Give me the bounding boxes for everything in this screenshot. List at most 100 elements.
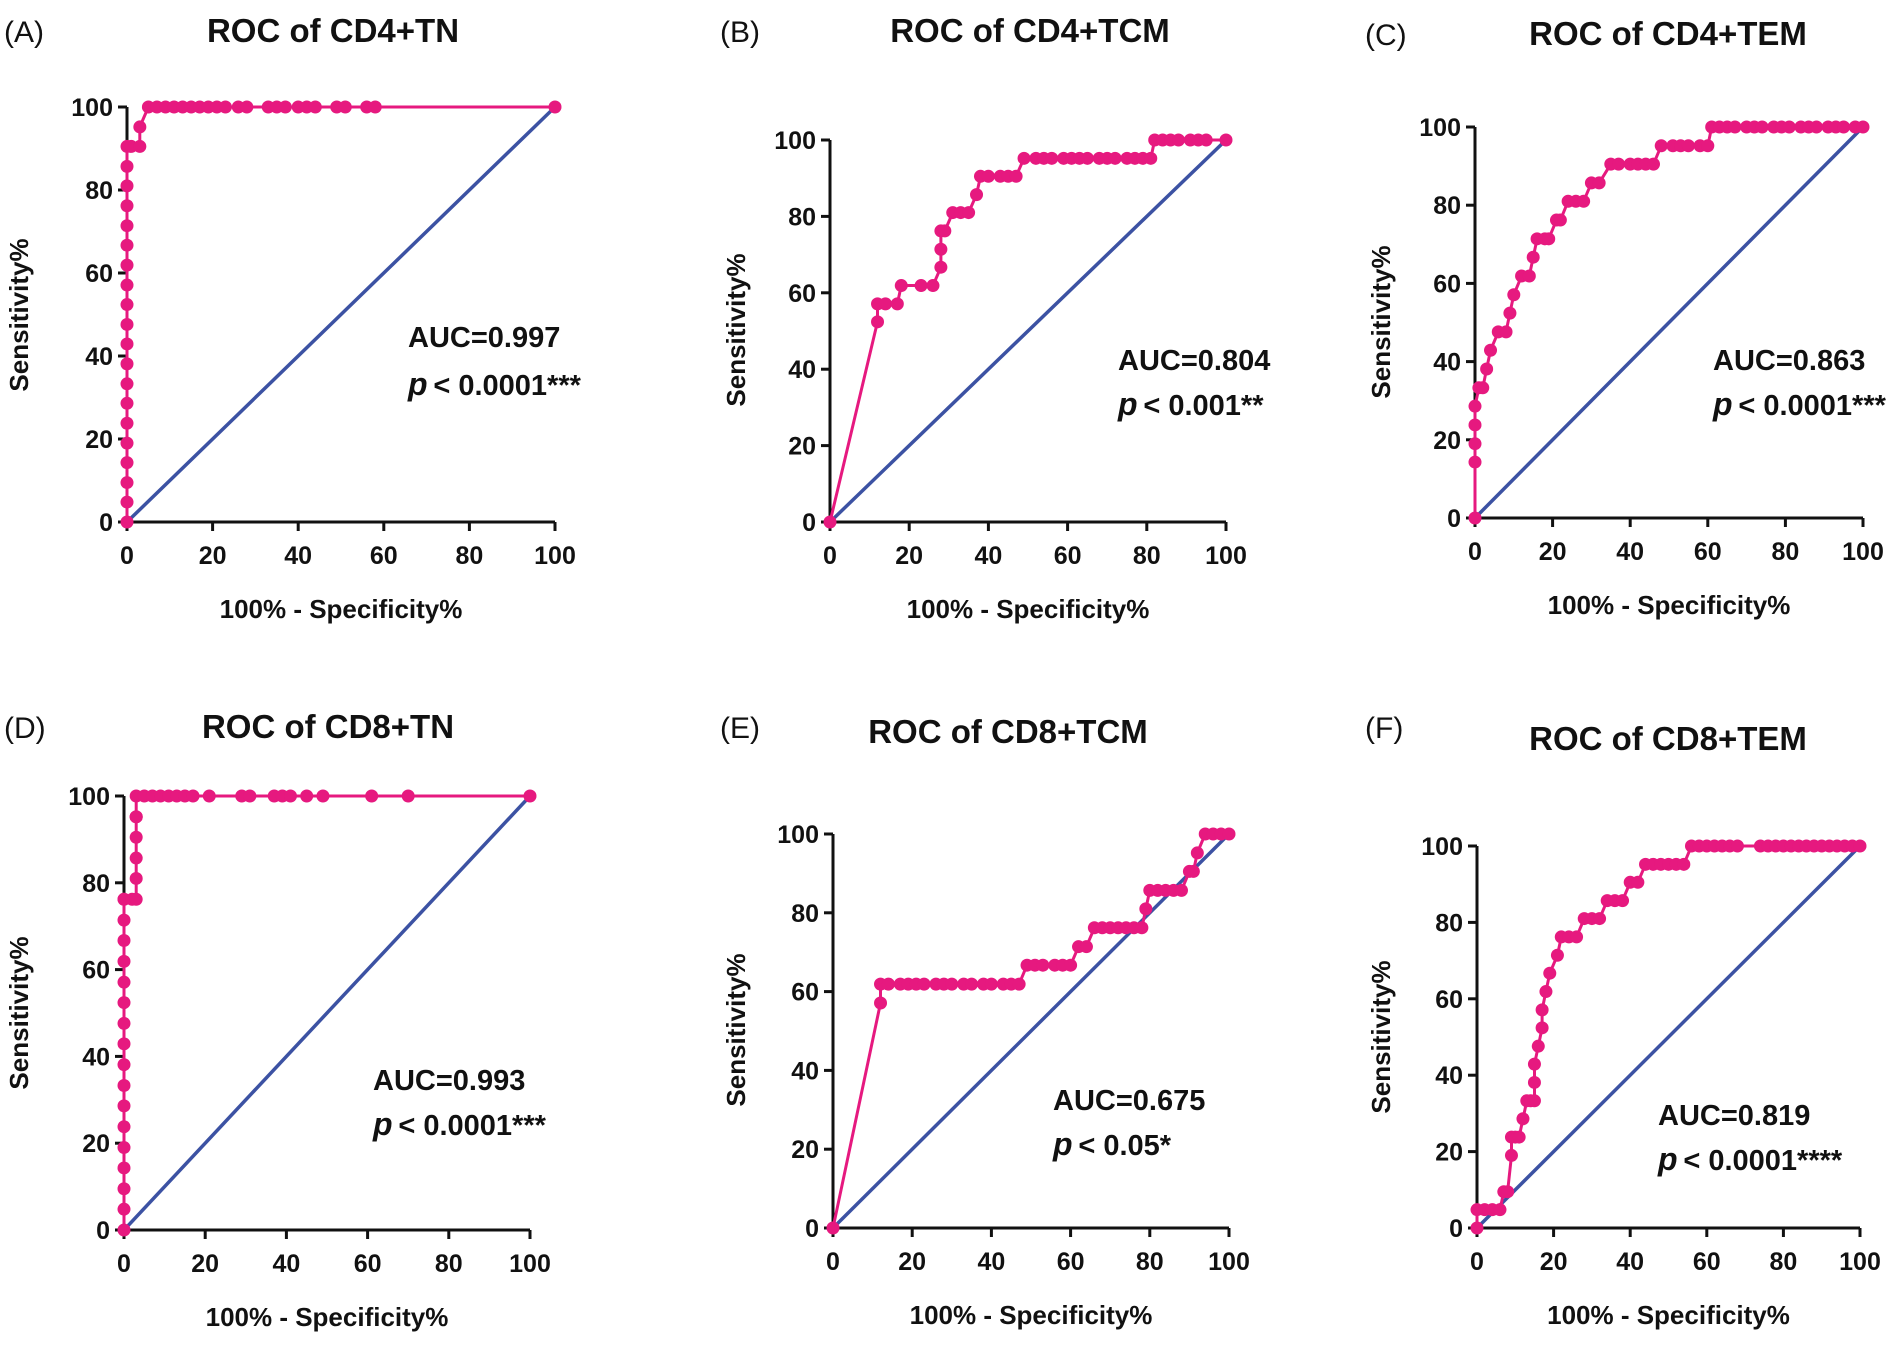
- roc-data-point: [117, 1120, 131, 1134]
- p-symbol: p: [1052, 1126, 1073, 1162]
- x-tick-label: 60: [1054, 542, 1082, 570]
- chart-title: ROC of CD8+TN: [202, 708, 454, 745]
- roc-data-point: [926, 279, 940, 293]
- roc-data-point: [133, 139, 147, 153]
- y-tick-label: 100: [71, 94, 113, 122]
- roc-data-point: [117, 1141, 131, 1155]
- roc-data-point: [133, 120, 147, 134]
- roc-data-point: [1616, 894, 1630, 908]
- p-value-text: < 0.0001***: [428, 370, 582, 402]
- chart-title: ROC of CD4+TEM: [1529, 15, 1807, 52]
- x-tick-label: 40: [284, 542, 312, 570]
- roc-data-point: [120, 436, 134, 450]
- x-tick-label: 100: [1205, 542, 1247, 570]
- roc-data-point: [1542, 232, 1556, 246]
- chart-title: ROC of CD8+TCM: [868, 713, 1148, 750]
- roc-data-point: [117, 1099, 131, 1113]
- roc-data-point: [1468, 399, 1482, 413]
- panel-label: (B): [720, 16, 760, 49]
- roc-data-point: [120, 476, 134, 490]
- roc-data-point: [117, 1037, 131, 1051]
- roc-data-point: [1526, 250, 1540, 264]
- roc-data-point: [117, 1161, 131, 1175]
- roc-data-point: [1017, 151, 1031, 165]
- x-tick-label: 0: [826, 1248, 840, 1276]
- x-tick-label: 80: [1771, 538, 1799, 566]
- roc-data-point: [1199, 133, 1213, 147]
- auc-annotation: AUC=0.675: [1053, 1085, 1205, 1117]
- roc-data-point: [1646, 157, 1660, 171]
- roc-data-point: [938, 224, 952, 238]
- roc-data-point: [120, 377, 134, 391]
- roc-data-point: [823, 515, 837, 529]
- roc-data-point: [117, 954, 131, 968]
- roc-data-point: [338, 100, 352, 114]
- roc-data-point: [1631, 875, 1645, 889]
- roc-data-point: [365, 789, 379, 803]
- y-tick-label: 40: [82, 1043, 110, 1071]
- roc-data-point: [1782, 120, 1796, 134]
- x-axis-label: 100% - Specificity%: [206, 1302, 449, 1332]
- roc-data-point: [120, 199, 134, 213]
- roc-data-point: [1493, 1203, 1507, 1217]
- p-symbol: p: [1712, 386, 1733, 422]
- y-tick-label: 40: [791, 1057, 819, 1085]
- y-axis-label: Sensitivity%: [4, 936, 34, 1089]
- y-tick-label: 0: [1449, 1215, 1463, 1243]
- roc-data-point: [278, 100, 292, 114]
- roc-data-point: [1535, 1021, 1549, 1035]
- roc-data-point: [129, 851, 143, 865]
- roc-data-point: [1476, 381, 1490, 395]
- y-tick-label: 60: [1433, 270, 1461, 298]
- p-value-annotation: p < 0.001**: [1117, 386, 1264, 422]
- x-tick-label: 80: [1136, 1248, 1164, 1276]
- y-tick-label: 20: [791, 1136, 819, 1164]
- roc-data-point: [1079, 940, 1093, 954]
- roc-data-point: [1504, 1148, 1518, 1162]
- x-axis-label: 100% - Specificity%: [910, 1300, 1153, 1330]
- roc-data-point: [202, 789, 216, 803]
- y-tick-label: 60: [82, 957, 110, 985]
- roc-data-point: [1108, 151, 1122, 165]
- roc-data-point: [1681, 139, 1695, 153]
- reference-line: [828, 138, 1228, 524]
- roc-data-point: [1539, 985, 1553, 999]
- roc-data-point: [1853, 839, 1867, 853]
- roc-data-point: [401, 789, 415, 803]
- x-tick-label: 0: [117, 1250, 131, 1278]
- roc-panel-f: (F) ROC of CD8+TEM 0 20 40 60 80 100 0 20 40 60 80 10…: [1365, 712, 1881, 1330]
- roc-data-point: [308, 100, 322, 114]
- roc-data-point: [283, 789, 297, 803]
- x-tick-label: 0: [120, 542, 134, 570]
- y-tick-label: 20: [82, 1130, 110, 1158]
- roc-data-point: [548, 100, 562, 114]
- roc-data-point: [120, 298, 134, 312]
- roc-data-point: [962, 206, 976, 220]
- reference-line: [1473, 125, 1865, 520]
- y-tick-label: 100: [1419, 114, 1461, 142]
- roc-data-point: [117, 913, 131, 927]
- roc-data-point: [120, 495, 134, 509]
- roc-data-point: [1856, 120, 1870, 134]
- x-tick-label: 20: [199, 542, 227, 570]
- p-symbol: p: [1657, 1141, 1678, 1177]
- roc-data-point: [894, 279, 908, 293]
- y-tick-label: 0: [805, 1215, 819, 1243]
- x-tick-label: 0: [823, 542, 837, 570]
- roc-data-point: [1045, 151, 1059, 165]
- roc-data-point: [1570, 930, 1584, 944]
- roc-data-point: [1499, 325, 1513, 339]
- x-tick-label: 20: [1539, 538, 1567, 566]
- roc-data-point: [945, 977, 959, 991]
- roc-data-point: [117, 1223, 131, 1237]
- y-tick-label: 80: [791, 900, 819, 928]
- roc-data-point: [120, 317, 134, 331]
- roc-data-point: [1064, 958, 1078, 972]
- roc-data-point: [1543, 966, 1557, 980]
- x-axis-label: 100% - Specificity%: [1547, 1300, 1790, 1330]
- reference-line: [125, 105, 557, 524]
- y-axis-label: Sensitivity%: [721, 953, 751, 1106]
- roc-data-point: [120, 258, 134, 272]
- roc-data-point: [934, 260, 948, 274]
- y-tick-label: 40: [85, 343, 113, 371]
